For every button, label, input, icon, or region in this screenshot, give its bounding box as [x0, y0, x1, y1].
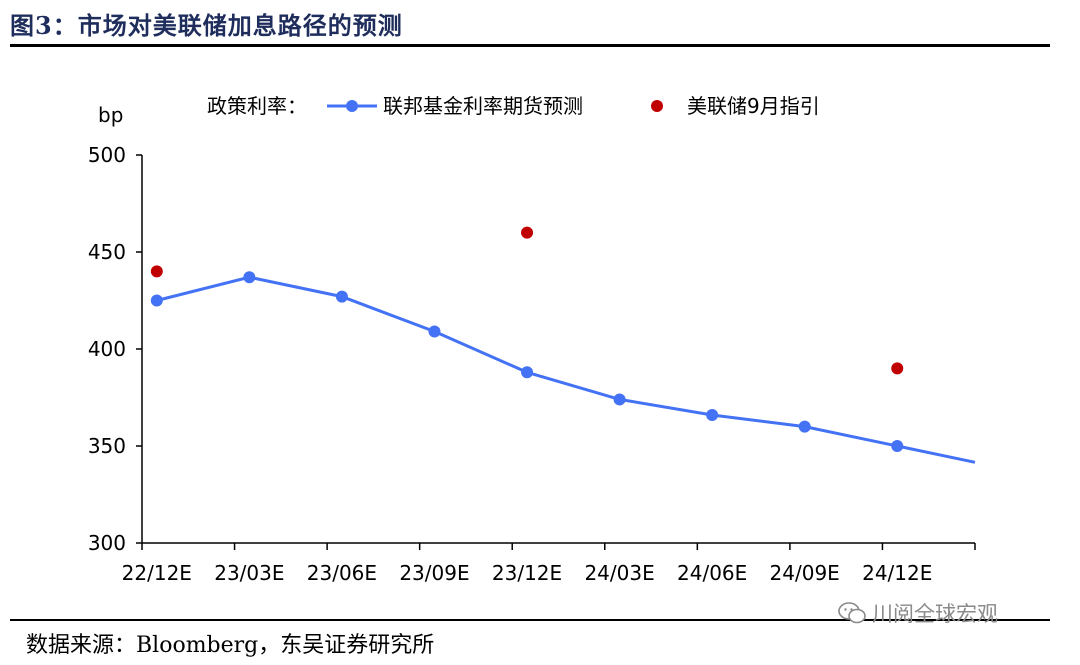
futures-point — [243, 271, 256, 284]
legend-label-futures: 联邦基金利率期货预测 — [383, 94, 583, 118]
futures-point — [335, 290, 348, 303]
line-chart: 300 350 400 450 500 bp 22/12E 23/03E 23/06E 23/09… — [88, 94, 976, 585]
legend-title: 政策利率： — [207, 94, 307, 118]
x-tick-label: 22/12E — [122, 561, 192, 585]
legend-label-guidance: 美联储9月指引 — [687, 94, 820, 118]
futures-point — [798, 420, 811, 433]
watermark-text: 川阅全球宏观 — [872, 602, 998, 626]
top-rule — [10, 44, 1050, 47]
fed-guidance-point — [521, 226, 534, 239]
x-tick-label: 23/12E — [492, 561, 562, 585]
x-tick-label: 24/09E — [770, 561, 840, 585]
x-tick-label: 24/12E — [862, 561, 932, 585]
x-tick-label: 24/06E — [677, 561, 747, 585]
x-tick-label: 23/09E — [399, 561, 469, 585]
futures-point — [891, 440, 904, 452]
futures-point — [521, 366, 534, 379]
futures-point — [150, 294, 163, 307]
y-tick-label: 350 — [88, 434, 126, 458]
futures-point — [706, 408, 719, 421]
x-tick-label: 23/03E — [214, 561, 284, 585]
wechat-icon — [838, 602, 866, 624]
y-tick-label: 400 — [88, 337, 126, 361]
y-tick-label: 500 — [88, 143, 126, 167]
y-axis-unit: bp — [98, 103, 123, 127]
watermark: 川阅全球宏观 — [838, 598, 998, 628]
figure-title: 图3：市场对美联储加息路径的预测 — [10, 11, 403, 40]
futures-point — [613, 393, 626, 406]
legend-dot-marker — [651, 100, 663, 112]
bottom-rule — [10, 619, 1050, 621]
fed-guidance-point — [891, 362, 904, 375]
y-tick-label: 300 — [88, 531, 126, 555]
futures-point — [428, 325, 441, 338]
legend-line-marker — [346, 100, 358, 112]
source-note: 数据来源：Bloomberg，东吴证券研究所 — [26, 633, 435, 658]
x-tick-label: 23/06E — [307, 561, 377, 585]
futures-line — [156, 275, 976, 464]
y-tick-label: 450 — [88, 240, 126, 264]
x-tick-label: 24/03E — [584, 561, 654, 585]
fed-guidance-point — [150, 265, 163, 278]
